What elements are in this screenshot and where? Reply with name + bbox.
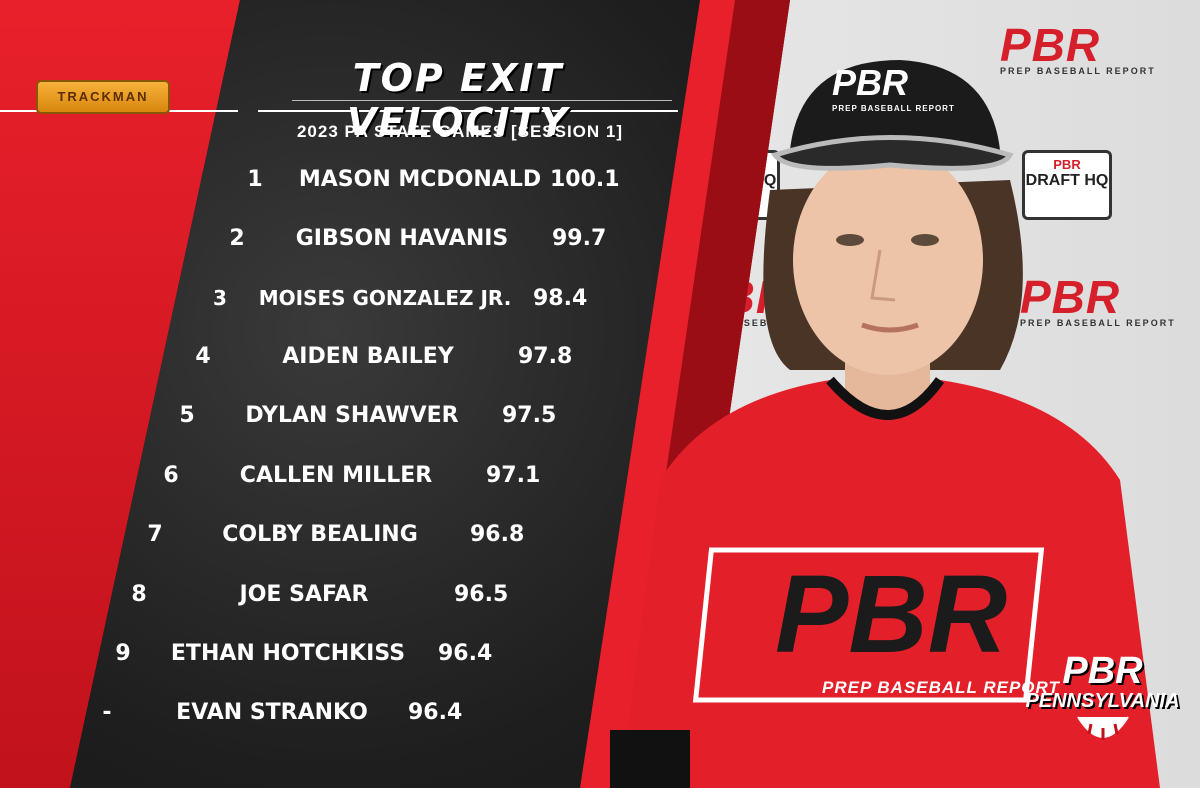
shirt-pbr-logo: PBR — [775, 553, 1008, 676]
row-exit-velocity: 96.4 — [408, 700, 463, 725]
row-exit-velocity: 97.5 — [502, 403, 557, 428]
row-exit-velocity: 100.1 — [550, 167, 620, 192]
row-exit-velocity: 97.8 — [518, 344, 573, 369]
row-player-name: CALLEN MILLER — [239, 463, 433, 488]
trackman-logo: TRACKMAN — [36, 80, 170, 114]
row-player-name: MASON MCDONALD — [298, 167, 542, 192]
row-rank: - — [102, 700, 112, 725]
row-rank: 7 — [147, 522, 163, 547]
header-rule-right — [258, 110, 678, 112]
row-rank: 2 — [229, 226, 245, 251]
row-exit-velocity: 96.4 — [438, 641, 493, 666]
pbr-pennsylvania-logo: PBR PENNSYLVANIA — [1020, 652, 1185, 782]
row-exit-velocity: 96.5 — [454, 582, 509, 607]
row-player-name: COLBY BEALING — [222, 522, 418, 547]
pa-logo-mark: PBR — [1062, 650, 1143, 692]
cap-logo: PBR PREP BASEBALL REPORT — [832, 62, 955, 113]
page-subtitle: 2023 PA STATE GAMES [SESSION 1] — [296, 122, 624, 141]
pa-logo-state: PENNSYLVANIA — [1025, 690, 1180, 712]
row-rank: 6 — [163, 463, 179, 488]
title-underline — [292, 100, 672, 101]
row-rank: 9 — [115, 641, 131, 666]
player-figure — [610, 60, 1160, 788]
row-rank: 3 — [213, 286, 227, 310]
row-exit-velocity: 97.1 — [486, 463, 541, 488]
row-player-name: EVAN STRANKO — [176, 700, 368, 725]
row-player-name: MOISES GONZALEZ JR. — [258, 286, 512, 310]
row-rank: 4 — [195, 344, 211, 369]
page-title: TOP EXIT VELOCITY — [347, 56, 569, 144]
row-exit-velocity: 96.8 — [470, 522, 525, 547]
row-rank: 5 — [179, 403, 195, 428]
baseball-icon — [1076, 716, 1129, 740]
row-player-name: GIBSON HAVANIS — [295, 226, 509, 251]
row-rank: 1 — [247, 167, 263, 192]
row-exit-velocity: 98.4 — [533, 286, 588, 311]
row-player-name: AIDEN BAILEY — [282, 344, 454, 369]
shirt-tagline: PREP BASEBALL REPORT — [822, 678, 1060, 697]
row-player-name: ETHAN HOTCHKISS — [170, 641, 406, 666]
row-rank: 8 — [131, 582, 147, 607]
row-player-name: DYLAN SHAWVER — [245, 403, 459, 428]
row-exit-velocity: 99.7 — [552, 226, 607, 251]
row-player-name: JOE SAFAR — [239, 582, 369, 607]
